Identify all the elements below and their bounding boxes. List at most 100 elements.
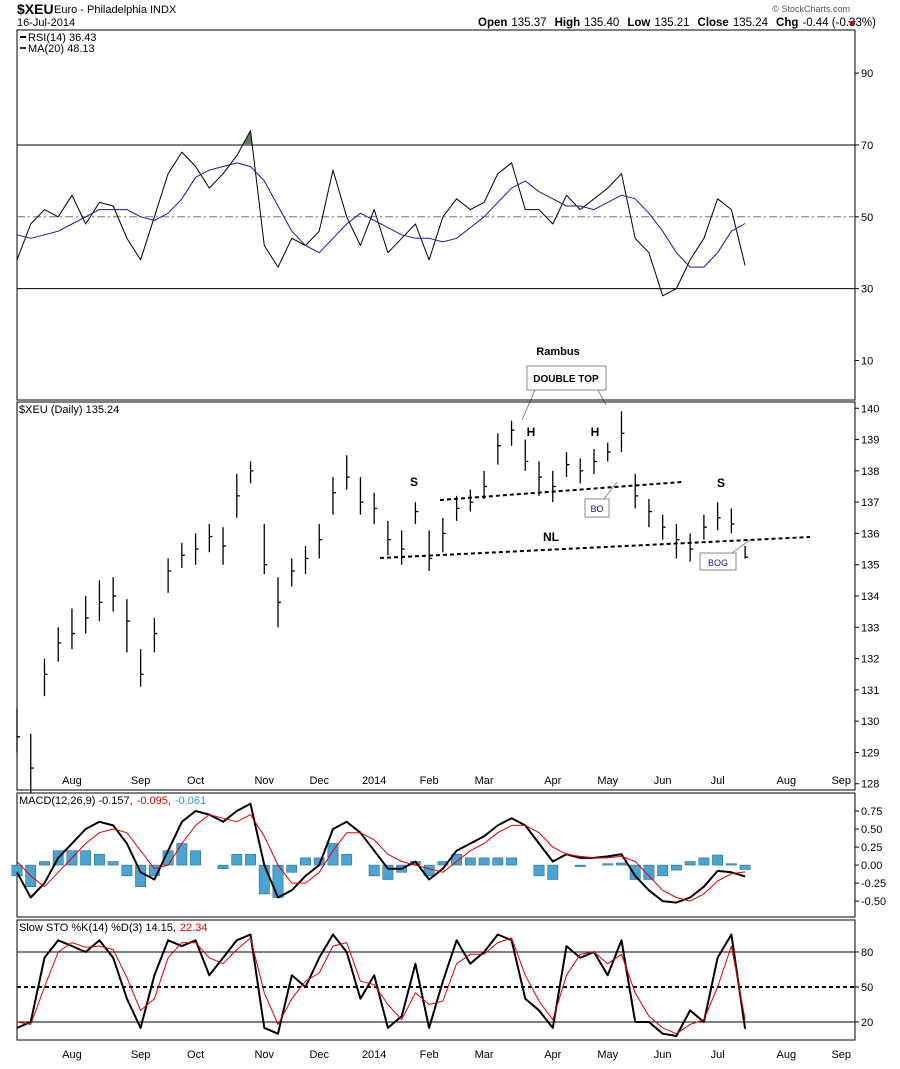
histogram-bar [245, 854, 256, 866]
annotation: BO [590, 504, 603, 514]
x-tick-label: Sep [831, 775, 851, 787]
legend-entry: $XEU (Daily) 135.24 [19, 404, 119, 416]
legend: Slow STO %K(14) %D(3) 14.15, 22.34 [19, 922, 207, 934]
legend-entry: Slow STO %K(14) %D(3) 14.15, [19, 922, 176, 934]
x-tick-label: Aug [777, 775, 797, 787]
histogram-bar [327, 843, 339, 866]
x-tick-label: Apr [544, 1049, 561, 1061]
annotation: Rambus [536, 346, 579, 358]
callout-tail [521, 389, 607, 421]
y-tick-label: 130 [861, 716, 879, 728]
histogram-bar [506, 857, 517, 866]
x-tick-label: Jul [711, 1049, 725, 1061]
x-tick-label: Oct [187, 1049, 204, 1061]
y-tick-label: 137 [861, 497, 879, 509]
overbought-fill [17, 130, 746, 145]
annotation: H [527, 425, 536, 439]
x-tick-label: Jun [654, 1049, 672, 1061]
quote-value: 135.37 [511, 17, 546, 29]
histogram-bar [190, 850, 201, 866]
x-tick-label: Aug [62, 1049, 82, 1061]
y-tick-label: 0.75 [861, 806, 882, 818]
histogram-bar [712, 854, 724, 866]
x-tick-label: Aug [62, 775, 82, 787]
series-line [16, 933, 747, 1037]
histogram-bar [629, 864, 641, 880]
y-tick-label: 136 [861, 528, 879, 540]
histogram-bar [574, 864, 586, 867]
y-tick-label: -0.50 [861, 896, 886, 908]
quote-value: 135.21 [654, 17, 689, 29]
x-tick-label: Aug [777, 1049, 797, 1061]
x-tick-label: Jun [654, 775, 672, 787]
annotation: S [410, 475, 418, 489]
panel-frame [16, 29, 856, 401]
y-tick-label: 0.25 [861, 842, 882, 854]
legend: $XEU (Daily) 135.24 [19, 404, 119, 416]
annotation: BOG [708, 558, 728, 568]
y-tick-label: 0.00 [861, 860, 882, 872]
legend: MACD(12,26,9) -0.157, -0.095, -0.061 [19, 795, 206, 807]
y-tick-label: 132 [861, 654, 879, 666]
quote-label: Close [698, 17, 729, 29]
histogram-bar [684, 861, 696, 866]
histogram-bar [217, 864, 229, 869]
credit: © StockCharts.com [772, 4, 850, 14]
series-line [16, 802, 746, 904]
callout-tail [603, 481, 618, 500]
x-tick-label: Dec [309, 1049, 329, 1061]
y-tick-label: 128 [861, 779, 879, 791]
histogram-bar [258, 864, 270, 895]
y-tick-label: -0.25 [861, 878, 886, 890]
y-tick-label: 70 [861, 140, 873, 152]
quote-value: 135.40 [584, 17, 619, 29]
histogram-bar [492, 857, 504, 866]
y-tick-label: 50 [861, 982, 873, 994]
histogram-bar [657, 864, 669, 877]
histogram-bar [464, 857, 476, 866]
annotation: NL [543, 530, 559, 544]
index-name: Euro - Philadelphia INDX [54, 4, 177, 16]
x-tick-label: Mar [475, 775, 494, 787]
histogram-bar [478, 857, 490, 866]
x-tick-label: Nov [254, 775, 274, 787]
y-tick-label: 135 [861, 560, 879, 572]
x-tick-label: Oct [187, 775, 204, 787]
legend-entry: RSI(14) 36.43 [28, 32, 96, 44]
x-tick-label: Sep [131, 775, 151, 787]
histogram-bar [94, 854, 105, 866]
quote-label: High [555, 17, 581, 29]
series-line [16, 937, 746, 1035]
y-tick-label: 0.50 [861, 824, 882, 836]
x-tick-label: Sep [831, 1049, 851, 1061]
histogram-bar [39, 861, 50, 866]
trendline [439, 481, 683, 501]
annotation: S [717, 476, 725, 490]
x-tick-label: Sep [131, 1049, 151, 1061]
series-line [16, 814, 746, 902]
legend-entry: -0.061 [175, 795, 206, 807]
y-tick-label: 10 [861, 355, 873, 367]
y-tick-label: 140 [861, 403, 879, 415]
histogram-bar [80, 850, 92, 866]
histogram-bar [616, 862, 627, 866]
x-tick-label: Dec [309, 775, 329, 787]
quote-label: Open [478, 17, 507, 29]
series-line [16, 130, 746, 297]
y-tick-label: 80 [861, 947, 873, 959]
histogram-bar [11, 864, 23, 877]
histogram-bar [135, 864, 147, 887]
histogram-bar [643, 864, 655, 880]
histogram-bar [602, 863, 614, 866]
x-tick-label: Nov [254, 1049, 274, 1061]
y-tick-label: 90 [861, 68, 873, 80]
histogram-bar [671, 864, 682, 871]
histogram-bar [368, 864, 380, 877]
y-tick-label: 138 [861, 466, 879, 478]
quote-label: Chg [776, 17, 798, 29]
legend-entry: MA(20) 48.13 [28, 43, 95, 55]
y-tick-label: 129 [861, 747, 879, 759]
histogram-bar [451, 854, 463, 866]
x-tick-label: Jul [711, 775, 725, 787]
histogram-bar [341, 854, 353, 866]
